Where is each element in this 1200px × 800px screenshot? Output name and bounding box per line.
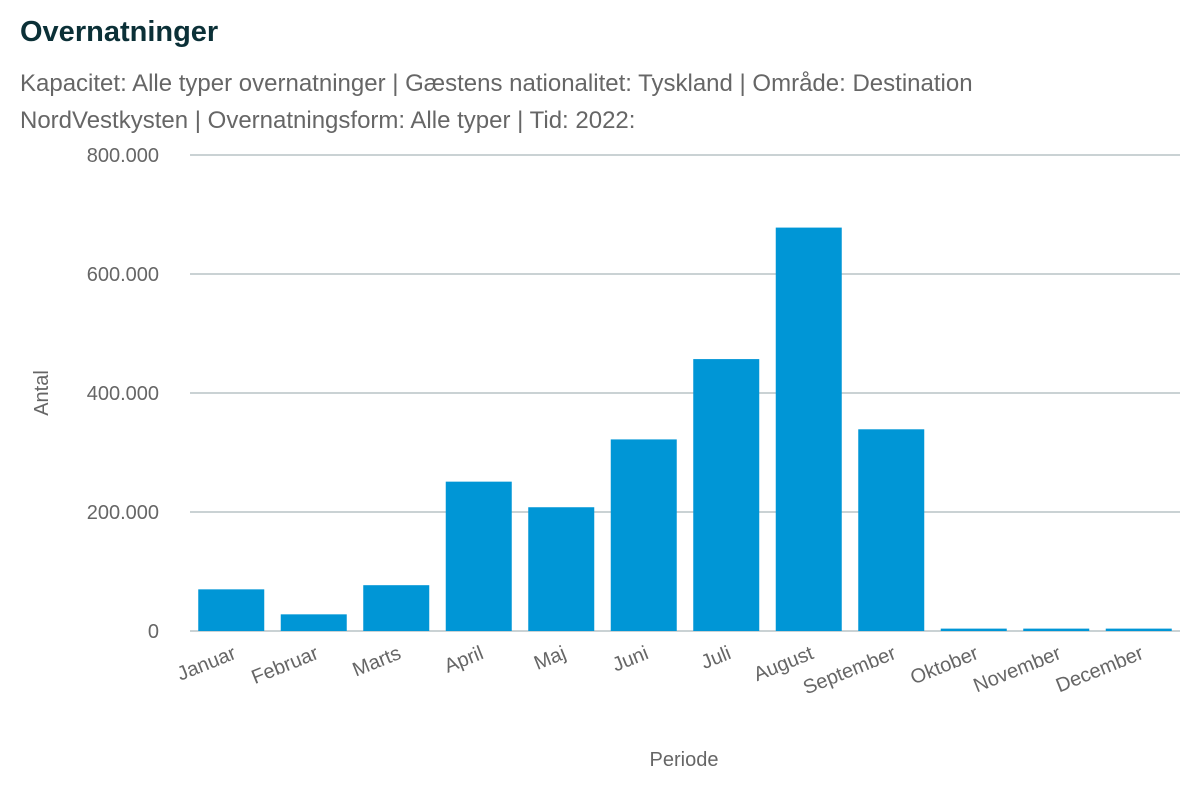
y-axis-title: Antal [31,370,53,416]
x-tick-label: December [1053,642,1147,697]
x-tick-label: November [970,642,1064,697]
bar-november[interactable] [1023,628,1090,631]
y-tick-label: 0 [148,621,159,643]
chart-title: Overnatninger [20,16,219,48]
x-tick-label: Februar [248,642,321,689]
x-tick-label: Oktober [907,642,982,689]
bar-marts[interactable] [363,585,430,631]
x-axis-title: Periode [650,749,719,771]
x-tick-label: April [441,642,486,677]
x-tick-label: Juli [698,642,734,674]
chart-subtitle: Kapacitet: Alle typer overnatninger | Gæ… [20,70,973,134]
y-tick-label: 400.000 [87,383,159,405]
y-axis-ticks: 0 200.000 400.000 600.000 800.000 [87,145,159,643]
bar-maj[interactable] [528,507,595,631]
bar-februar[interactable] [280,614,347,631]
y-tick-label: 800.000 [87,145,159,167]
x-axis-ticks: Januar Februar Marts April Maj Juni Juli August… [174,642,1147,699]
y-tick-label: 600.000 [87,264,159,286]
y-tick-label: 200.000 [87,502,159,524]
x-tick-label: Januar [174,642,239,685]
bar-oktober[interactable] [940,628,1007,631]
bar-august[interactable] [775,227,842,631]
x-tick-label: September [800,642,899,699]
x-tick-label: Juni [609,642,651,676]
x-tick-label: Marts [350,642,405,681]
bars [198,227,1172,631]
bar-januar[interactable] [198,589,265,631]
x-tick-label: Maj [531,642,569,674]
bar-april[interactable] [445,481,512,631]
bar-juni[interactable] [610,439,677,631]
bar-december[interactable] [1105,628,1172,631]
bar-september[interactable] [858,429,925,631]
bar-juli[interactable] [693,359,760,631]
gridlines [190,154,1180,632]
